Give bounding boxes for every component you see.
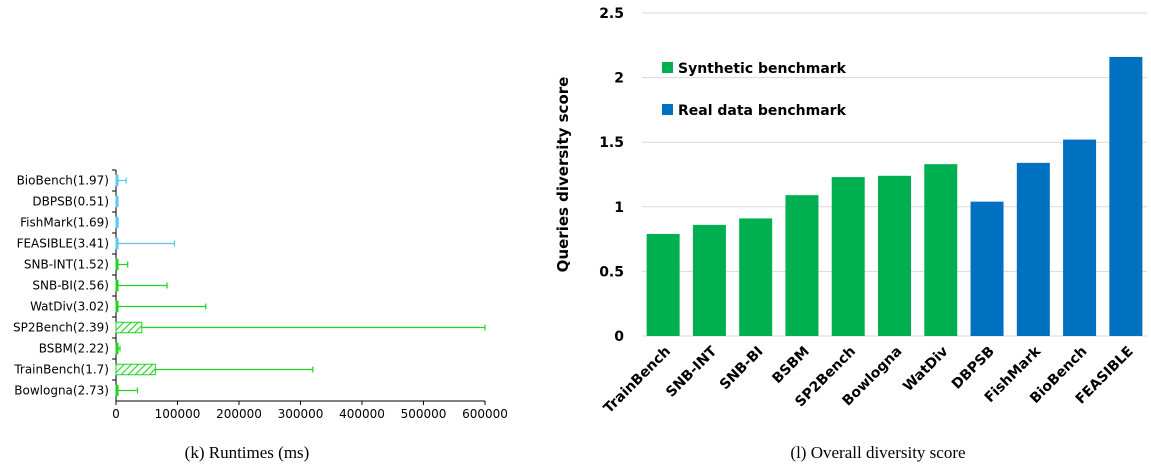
category-label: FishMark(1.69): [20, 216, 109, 230]
category-label: SP2Bench(2.39): [13, 321, 109, 335]
category-label: TrainBench(1.7): [13, 363, 109, 377]
diversity-bar: [1063, 139, 1097, 336]
x-tick-label: 0: [112, 407, 120, 421]
runtime-bar: [115, 384, 119, 397]
diversity-caption: (l) Overall diversity score: [790, 443, 965, 462]
category-label: DBPSB(0.51): [32, 195, 109, 209]
diversity-bar: [692, 224, 726, 336]
runtime-bar: [115, 363, 156, 376]
x-tick-label: 500000: [401, 407, 447, 421]
diversity-bar: [1109, 56, 1143, 336]
diversity-bar: [739, 218, 773, 336]
x-tick-label: 100000: [155, 407, 201, 421]
runtime-bar: [115, 237, 119, 250]
category-label: WatDiv: [900, 344, 951, 395]
x-tick-label: 300000: [278, 407, 324, 421]
y-tick-label: 0: [614, 329, 624, 345]
category-label: BioBench(1.97): [17, 174, 109, 188]
y-tick-label: 2.5: [599, 6, 624, 22]
runtime-bar: [115, 174, 119, 187]
x-tick-label: 400000: [339, 407, 385, 421]
y-tick-label: 2: [614, 71, 624, 87]
runtime-bar: [115, 300, 119, 313]
category-label: WatDiv(3.02): [30, 300, 109, 314]
runtime-bar: [115, 279, 119, 292]
y-tick-label: 1: [614, 200, 624, 216]
category-label: SNB-BI(2.56): [32, 279, 109, 293]
runtime-bar: [115, 342, 119, 355]
diversity-bar: [785, 195, 819, 336]
legend-label: Synthetic benchmark: [678, 61, 847, 77]
diversity-bar: [878, 175, 911, 336]
category-label: BSBM: [769, 344, 812, 387]
category-label: Bowlogna(2.73): [14, 384, 109, 398]
y-tick-label: 0.5: [599, 264, 624, 280]
diversity-bar: [924, 164, 958, 336]
diversity-chart: 0 0.5 1 1.5 2 2.5 Queries diversity score Train…: [554, 6, 1147, 417]
category-label: SNB-INT: [663, 343, 720, 400]
legend-swatch: [662, 104, 673, 115]
runtime-bar: [115, 321, 143, 334]
diversity-bar: [1016, 162, 1050, 336]
x-tick-label: 600000: [462, 407, 508, 421]
category-label: SNB-INT(1.52): [24, 258, 109, 272]
legend-label: Real data benchmark: [678, 103, 847, 119]
legend-swatch: [662, 62, 673, 73]
category-label: BSBM(2.22): [39, 342, 109, 356]
diversity-bar: [831, 177, 865, 336]
category-label: TrainBench: [601, 344, 674, 417]
diversity-bar: [970, 201, 1004, 336]
runtime-bar: [115, 258, 119, 271]
category-label: SNB-BI: [717, 344, 767, 394]
y-axis-label: Queries diversity score: [554, 77, 572, 273]
diversity-bar: [646, 233, 680, 336]
y-tick-label: 1.5: [599, 135, 624, 151]
x-tick-label: 200000: [216, 407, 262, 421]
category-label: FEASIBLE(3.41): [17, 237, 109, 251]
runtimes-chart: 0 100000 200000 300000 400000 500000 600000 Bio…: [13, 169, 508, 421]
runtimes-caption: (k) Runtimes (ms): [185, 443, 310, 462]
